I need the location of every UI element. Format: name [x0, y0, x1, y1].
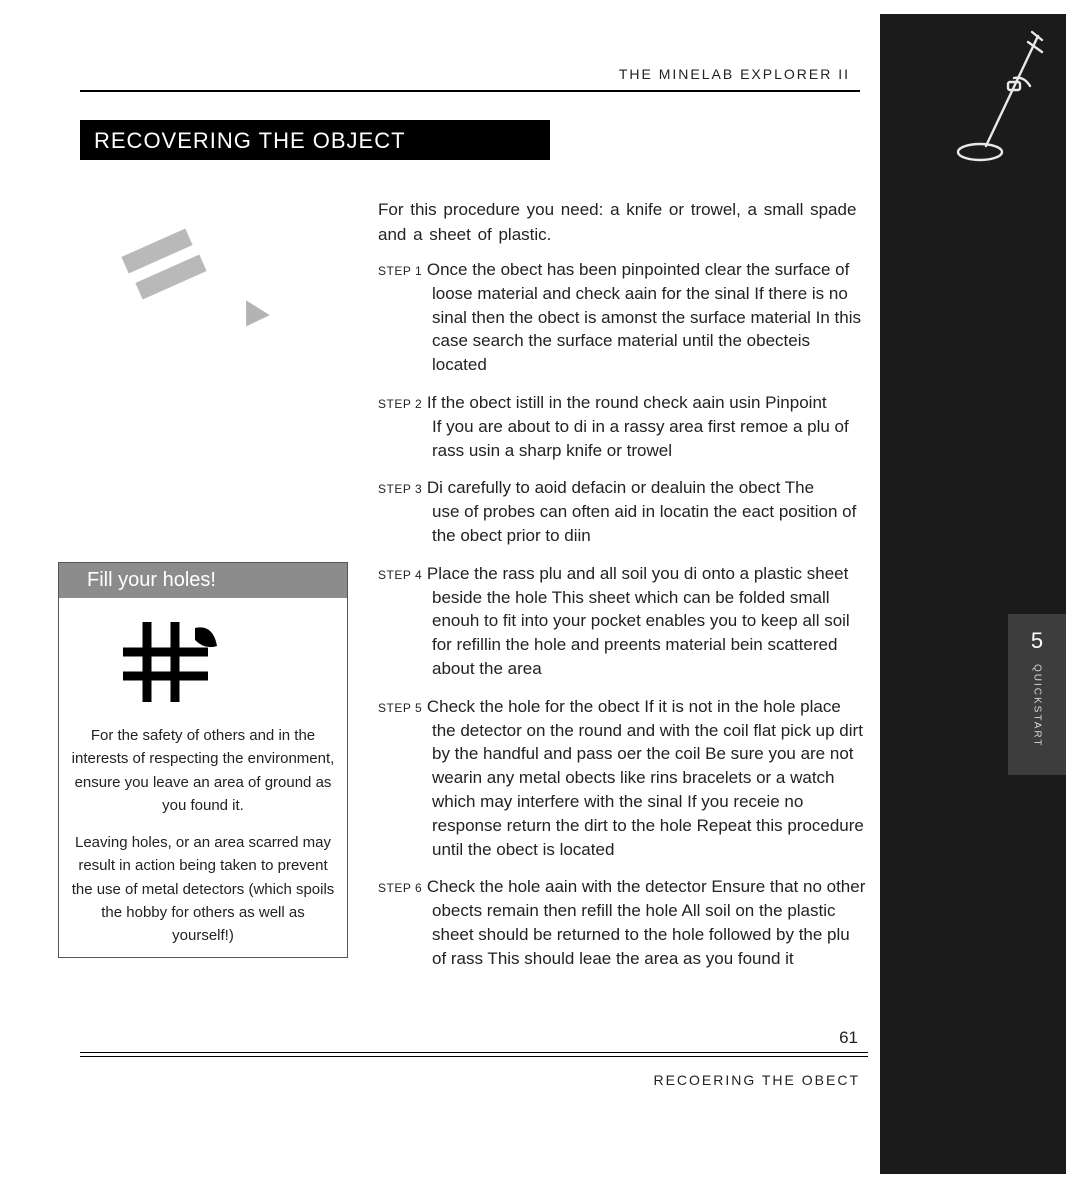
trowel-illustration — [118, 228, 268, 338]
step-text: If the obect istill in the round check a… — [427, 393, 827, 412]
running-header: THE MINELAB EXPLORER II — [619, 66, 850, 82]
metal-detector-icon — [952, 28, 1052, 168]
sidebar-title: Fill your holes! — [59, 563, 347, 598]
step-continuation: use of probes can often aid in locatin t… — [378, 500, 868, 548]
step-text: Check the hole aain with the detector En… — [427, 877, 866, 896]
chapter-edge-strip: 5 QUICKSTART — [880, 14, 1066, 1174]
step-continuation: the detector on the round and with the c… — [378, 719, 868, 862]
page-title: RECOVERING THE OBJECT — [80, 120, 550, 160]
page-number: 61 — [839, 1028, 858, 1048]
step-label: STEP 1 — [378, 264, 422, 278]
step-item: STEP 5 Check the hole for the obect If i… — [378, 695, 868, 862]
step-item: STEP 4 Place the rass plu and all soil y… — [378, 562, 868, 681]
step-continuation: beside the hole This sheet which can be … — [378, 586, 868, 681]
step-text: Di carefully to aoid defacin or dealuin … — [427, 478, 814, 497]
intro-paragraph: For this procedure you need: a knife or … — [378, 198, 858, 247]
step-item: STEP 3 Di carefully to aoid defacin or d… — [378, 476, 868, 547]
step-item: STEP 2 If the obect istill in the round … — [378, 391, 868, 462]
sidebar-paragraph: For the safety of others and in the inte… — [59, 720, 347, 827]
footer-section-name: RECOERING THE OBECT — [80, 1072, 860, 1088]
step-continuation: loose material and check aain for the si… — [378, 282, 868, 377]
step-continuation: If you are about to di in a rassy area f… — [378, 415, 868, 463]
step-text: Place the rass plu and all soil you di o… — [427, 564, 848, 583]
step-list: STEP 1 Once the obect has been pinpointe… — [378, 258, 868, 985]
step-text: Check the hole for the obect If it is no… — [427, 697, 841, 716]
header-rule — [80, 90, 860, 92]
step-label: STEP 5 — [378, 701, 422, 715]
footer-rule — [80, 1056, 868, 1057]
chapter-number: 5 — [1008, 628, 1066, 654]
sidebar-paragraph: Leaving holes, or an area scarred may re… — [59, 827, 347, 957]
footer-rule — [80, 1052, 868, 1053]
sidebar-callout: Fill your holes! For the safety of other… — [58, 562, 348, 958]
step-item: STEP 1 Once the obect has been pinpointe… — [378, 258, 868, 377]
step-label: STEP 2 — [378, 397, 422, 411]
step-label: STEP 6 — [378, 881, 422, 895]
step-label: STEP 4 — [378, 568, 422, 582]
chapter-label: QUICKSTART — [1032, 664, 1043, 748]
trowel-blade-icon — [234, 300, 269, 333]
chapter-tab: 5 QUICKSTART — [1008, 614, 1066, 775]
step-item: STEP 6 Check the hole aain with the dete… — [378, 875, 868, 970]
step-label: STEP 3 — [378, 482, 422, 496]
step-continuation: obects remain then refill the hole All s… — [378, 899, 868, 970]
manual-page: THE MINELAB EXPLORER II RECOVERING THE O… — [0, 0, 870, 1188]
fence-icon — [113, 610, 347, 720]
step-text: Once the obect has been pinpointed clear… — [427, 260, 849, 279]
